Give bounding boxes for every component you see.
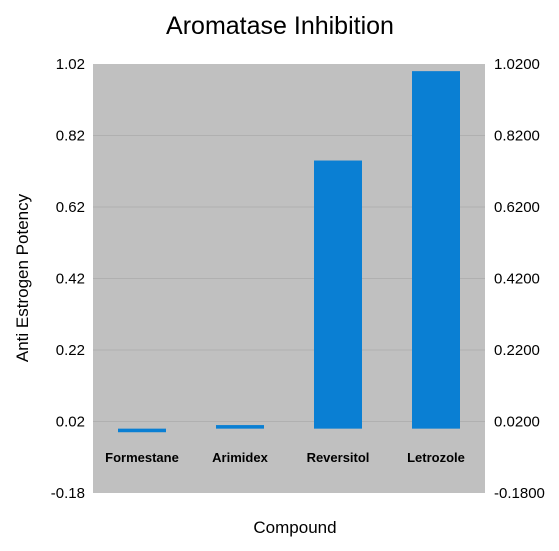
bar-arimidex	[216, 425, 264, 429]
category-label: Formestane	[105, 450, 179, 465]
category-label: Reversitol	[307, 450, 370, 465]
category-labels: Formestane Arimidex Reversitol Letrozole	[105, 450, 465, 465]
bar-letrozole	[412, 71, 460, 429]
right-axis-ticks: 1.0200 0.8200 0.6200 0.4200 0.2200 0.0200 -0.1…	[494, 56, 545, 502]
right-tick-label: -0.1800	[494, 485, 545, 502]
left-tick-label: 0.62	[56, 199, 85, 216]
left-tick-label: 0.02	[56, 414, 85, 431]
right-tick-label: 0.6200	[494, 199, 540, 216]
right-tick-label: 0.4200	[494, 271, 540, 288]
bar-formestane	[118, 428, 166, 433]
category-label: Arimidex	[212, 450, 268, 465]
bars	[118, 71, 460, 433]
left-tick-label: 0.22	[56, 342, 85, 359]
left-axis-ticks: 1.02 0.82 0.62 0.42 0.22 0.02 -0.18	[51, 56, 85, 502]
chart-title: Aromatase Inhibition	[166, 12, 394, 40]
left-tick-label: 0.42	[56, 271, 85, 288]
left-tick-label: 0.82	[56, 128, 85, 145]
left-tick-label: 1.02	[56, 56, 85, 73]
left-tick-label: -0.18	[51, 485, 85, 502]
right-tick-label: 0.8200	[494, 128, 540, 145]
right-tick-label: 0.0200	[494, 414, 540, 431]
bar-reversitol	[314, 160, 362, 429]
right-tick-label: 0.2200	[494, 342, 540, 359]
category-label: Letrozole	[407, 450, 465, 465]
x-axis-label: Compound	[253, 518, 336, 537]
y-axis-label: Anti Estrogen Potency	[13, 193, 32, 362]
right-tick-label: 1.0200	[494, 56, 540, 73]
